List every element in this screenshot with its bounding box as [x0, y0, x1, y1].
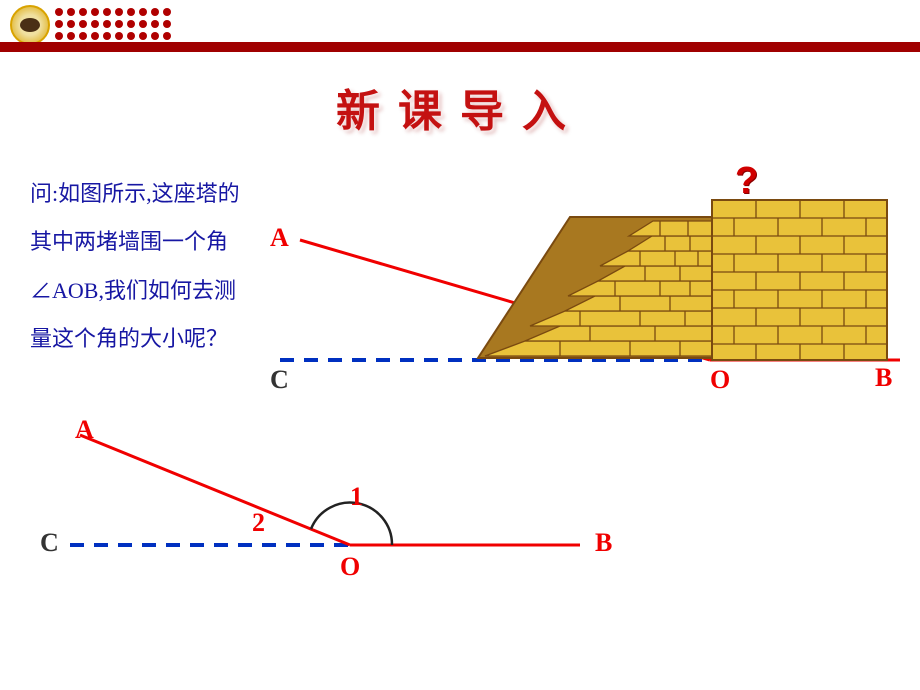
question-mark-icon: ? — [735, 160, 758, 203]
label-A-bottom: A — [75, 415, 94, 445]
label-O-bottom: O — [340, 552, 360, 582]
label-angle-2: 2 — [252, 508, 265, 538]
label-B-top: B — [875, 363, 892, 393]
label-angle-1: 1 — [350, 482, 363, 512]
label-C-bottom: C — [40, 528, 59, 558]
diagram-bottom: A C O B 1 2 — [40, 410, 640, 590]
dots-pattern — [55, 8, 173, 42]
wall-right — [712, 200, 887, 360]
wall-left — [478, 217, 712, 358]
diagram-top-svg — [260, 165, 900, 405]
header-bar — [0, 42, 920, 52]
slide-header — [0, 0, 920, 50]
label-B-bottom: B — [595, 528, 612, 558]
line-OA-bottom — [80, 435, 350, 545]
label-A-top: A — [270, 223, 289, 253]
logo-inner-icon — [20, 18, 40, 32]
diagram-top: ? A C O B — [260, 165, 900, 405]
label-C-top: C — [270, 365, 289, 395]
label-O-top: O — [710, 365, 730, 395]
logo-icon — [10, 5, 50, 45]
slide-title: 新课导入 — [0, 75, 920, 139]
question-text: 问:如图所示,这座塔的其中两堵墙围一个角∠AOB,我们如何去测量这个角的大小呢？ — [30, 170, 255, 364]
